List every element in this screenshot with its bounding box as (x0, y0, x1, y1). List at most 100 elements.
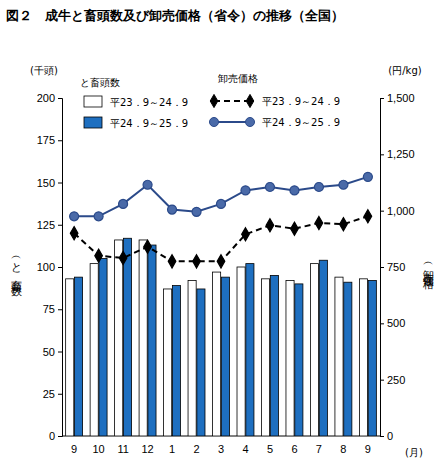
y2-unit: (円/kg) (388, 65, 421, 76)
bar (115, 240, 123, 436)
x-tick-label: 1 (169, 443, 175, 455)
bar (139, 240, 147, 436)
y2-tick-mark (380, 323, 384, 324)
y-tick-label: 50 (43, 346, 55, 358)
x-tick: 4 (242, 436, 248, 455)
y-tick-mark (58, 98, 62, 99)
y-tick-mark (58, 436, 62, 437)
legend-marker (246, 94, 254, 107)
y2-tick: 1,500 (380, 92, 415, 104)
bar (172, 286, 180, 436)
x-tick-label: 5 (267, 443, 273, 455)
bar (359, 279, 367, 436)
y-tick-label: 100 (37, 261, 55, 273)
bar (164, 289, 172, 436)
bar (66, 279, 74, 436)
x-tick-label: 9 (365, 443, 371, 455)
bar (295, 284, 303, 436)
legend-label: 平23．9～24．9 (110, 97, 188, 108)
y2-tick: 1,000 (380, 205, 415, 217)
y2-tick: 1,250 (380, 148, 415, 160)
y2-label: （卸売価格） (422, 258, 436, 290)
x-tick-label: 10 (92, 443, 104, 455)
y2-tick-label: 1,500 (387, 92, 415, 104)
y-tick-label: 0 (49, 430, 55, 442)
y-axis: 0 25 50 75 100 125 150 175 200 (37, 92, 63, 442)
y-tick: 175 (37, 134, 62, 146)
marker (70, 212, 79, 221)
marker (70, 227, 78, 240)
legend-title: と畜頭数 (80, 77, 120, 88)
x-tick-label: 12 (141, 443, 153, 455)
x-tick-label: 6 (291, 443, 297, 455)
bar (286, 281, 294, 436)
marker (242, 228, 250, 241)
bar (246, 264, 254, 436)
y-tick-mark (58, 140, 62, 141)
y2-tick-label: 250 (387, 374, 405, 386)
bar (368, 281, 376, 436)
marker (168, 255, 176, 268)
marker (339, 180, 348, 189)
legend: と畜頭数卸売価格平23．9～24．9平24．9～25．9平23．9～24．9平2… (80, 73, 340, 129)
y-tick-mark (58, 394, 62, 395)
marker (291, 222, 299, 235)
marker (143, 180, 152, 189)
legend-swatch (84, 96, 102, 107)
marker (314, 182, 323, 191)
y-tick-mark (58, 309, 62, 310)
marker (144, 240, 152, 253)
marker (217, 255, 225, 268)
bar (221, 277, 229, 436)
y2-tick-label: 1,250 (387, 148, 415, 160)
y2-tick-mark (380, 154, 384, 155)
legend-marker (210, 94, 218, 107)
bar-series (66, 240, 368, 436)
marker (192, 207, 201, 216)
y-tick: 25 (43, 388, 62, 400)
bar (344, 282, 352, 436)
marker (340, 218, 348, 231)
x-axis: 9101112123456789 (62, 436, 380, 455)
y-tick-label: 75 (43, 303, 55, 315)
y-tick-label: 200 (37, 92, 55, 104)
y2-tick-mark (380, 211, 384, 212)
y-tick: 50 (43, 346, 62, 358)
x-tick-label: 4 (242, 443, 248, 455)
y-tick-label: 150 (37, 177, 55, 189)
x-tick-label: 11 (117, 443, 128, 455)
y-tick-mark (58, 183, 62, 184)
plot-area (66, 172, 377, 436)
marker (193, 255, 201, 268)
x-tick: 5 (267, 436, 273, 455)
marker (216, 199, 225, 208)
legend-label: 平24．9～25．9 (110, 118, 188, 129)
x-tick-label: 7 (316, 443, 322, 455)
y2-tick-mark (380, 98, 384, 99)
bar (188, 281, 196, 436)
x-tick-label: 9 (71, 443, 77, 455)
y2-tick-label: 1,000 (387, 205, 415, 217)
line (74, 177, 368, 216)
y-tick-mark (58, 267, 62, 268)
marker (265, 182, 274, 191)
bar (197, 289, 205, 436)
x-tick-label: 2 (193, 443, 199, 455)
y-tick-label: 175 (37, 134, 55, 146)
x-tick: 9 (71, 436, 77, 455)
y-tick: 125 (37, 219, 62, 231)
marker (290, 186, 299, 195)
bar (319, 260, 327, 436)
y2-tick-label: 0 (387, 430, 393, 442)
marker (168, 205, 177, 214)
x-tick-label: 8 (340, 443, 346, 455)
marker (241, 186, 250, 195)
marker (119, 251, 127, 264)
bar (123, 238, 131, 436)
y-tick: 0 (49, 430, 62, 442)
bar (90, 264, 98, 436)
bar (261, 279, 269, 436)
y2-tick: 0 (380, 430, 393, 442)
legend-line (214, 121, 250, 123)
legend-line (214, 100, 250, 102)
